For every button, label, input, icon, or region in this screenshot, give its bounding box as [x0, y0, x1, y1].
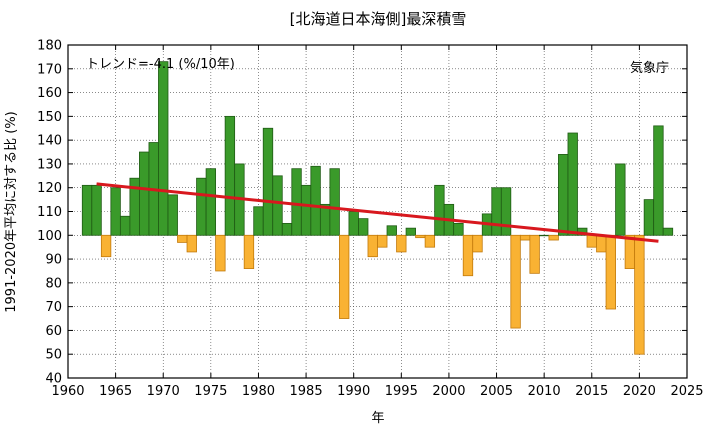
y-tick-label: 60 [45, 324, 62, 339]
bar-1989 [339, 234, 350, 319]
bar-1986 [310, 165, 321, 236]
bar-1975 [205, 168, 217, 236]
bar-2013 [567, 132, 578, 236]
bar-2010 [538, 234, 550, 237]
x-tick-label: 1985 [290, 384, 323, 399]
bar-1991 [358, 218, 369, 236]
x-tick-label: 2000 [432, 384, 465, 399]
bar-1977 [224, 115, 236, 236]
bar-2015 [586, 234, 597, 248]
bar-1988 [329, 168, 340, 236]
y-tick-label: 110 [37, 205, 62, 220]
bar-1996 [405, 227, 416, 236]
bar-2018 [615, 163, 626, 236]
x-tick-label: 1975 [194, 384, 227, 399]
bar-2001 [453, 222, 464, 236]
bar-1976 [215, 234, 226, 272]
bar-1972 [177, 234, 188, 243]
source-label: 気象庁 [630, 60, 669, 76]
bar-2016 [596, 234, 607, 253]
bar-1985 [300, 184, 312, 236]
x-tick-label: 1965 [99, 384, 132, 399]
bar-1980 [253, 206, 264, 236]
bar-2009 [529, 234, 540, 274]
bar-1998 [424, 234, 436, 248]
bar-2012 [558, 154, 569, 236]
y-tick-label: 170 [37, 62, 62, 77]
y-axis-ticks: 40 50 60 70 80 90 100 110 120 130 140 150 160 170 180 [37, 39, 687, 387]
y-tick-label: 80 [45, 276, 62, 291]
y-tick-label: 140 [37, 134, 62, 149]
y-tick-label: 50 [45, 348, 62, 363]
bar-1974 [196, 177, 207, 236]
x-tick-label: 2015 [575, 384, 608, 399]
bar-1984 [291, 168, 302, 236]
bar-1982 [272, 175, 283, 236]
bar-2006 [500, 187, 512, 236]
x-tick-label: 1970 [147, 384, 180, 399]
y-tick-label: 40 [45, 372, 62, 387]
bar-1995 [396, 234, 407, 253]
y-tick-label: 100 [37, 229, 62, 244]
bar-2011 [548, 234, 559, 241]
bar-1965 [110, 187, 121, 236]
x-tick-label: 2025 [670, 384, 703, 399]
y-tick-label: 70 [45, 300, 62, 315]
bar-2005 [491, 187, 502, 236]
x-tick-label: 2020 [623, 384, 656, 399]
bar-1983 [281, 222, 293, 236]
x-axis-label: 年 [371, 411, 384, 426]
bar-2017 [605, 234, 616, 310]
x-tick-label: 2010 [528, 384, 561, 399]
bar-1966 [119, 215, 131, 236]
x-tick-label: 1990 [337, 384, 370, 399]
y-tick-label: 180 [37, 39, 62, 54]
y-axis-label: 1991-2020年平均に対する比 (%) [4, 111, 19, 313]
x-tick-label: 1995 [385, 384, 418, 399]
chart-title: [北海道日本海側]最深積雪 [290, 10, 467, 28]
x-tick-label: 1960 [51, 384, 84, 399]
bar-1992 [367, 234, 378, 258]
y-tick-label: 120 [37, 181, 62, 196]
y-tick-label: 160 [37, 86, 62, 101]
bar-1962 [81, 184, 93, 236]
bar-series [81, 61, 674, 355]
bar-2022 [653, 125, 664, 236]
bar-1993 [377, 234, 388, 248]
y-tick-label: 150 [37, 110, 62, 125]
bar-2021 [643, 199, 655, 236]
bar-1971 [167, 194, 178, 236]
bar-1990 [348, 211, 359, 236]
bar-1981 [262, 127, 274, 236]
bar-1964 [100, 234, 112, 258]
bar-1970 [158, 61, 169, 236]
bar-1999 [434, 184, 445, 236]
bar-2002 [462, 234, 474, 277]
bar-1973 [186, 234, 197, 253]
bar-2008 [519, 234, 531, 241]
x-tick-label: 1980 [242, 384, 275, 399]
bar-2020 [634, 234, 645, 355]
x-tick-label: 2005 [480, 384, 513, 399]
x-axis-ticks: 1960 1965 1970 1975 1980 1985 1990 1995 2000 2005… [51, 45, 704, 399]
bar-1997 [415, 234, 426, 239]
bar-1979 [243, 234, 255, 269]
y-tick-label: 130 [37, 157, 62, 172]
bar-2007 [510, 234, 521, 329]
bar-2023 [662, 227, 674, 236]
bar-1963 [91, 184, 102, 236]
bar-2003 [472, 234, 483, 253]
bar-1968 [139, 151, 150, 236]
bar-2019 [624, 234, 636, 269]
trend-line [96, 182, 659, 243]
bar-1994 [386, 225, 397, 236]
trend-annotation: トレンド=-4.1 (%/10年) [86, 57, 235, 72]
y-tick-label: 90 [45, 253, 62, 268]
